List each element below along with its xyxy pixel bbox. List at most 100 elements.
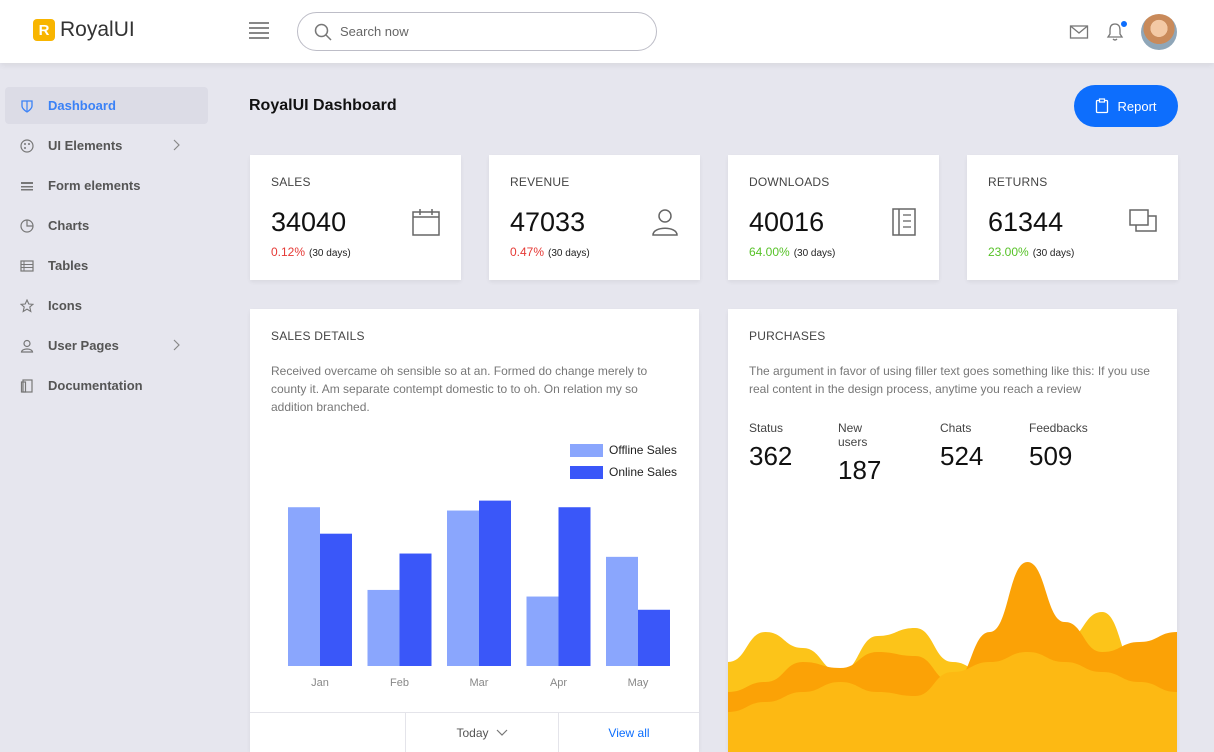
x-tick-label: Apr — [550, 677, 567, 689]
user-icon — [19, 338, 35, 354]
clipboard-icon — [1096, 98, 1109, 114]
shield-icon — [19, 98, 35, 114]
copy-icon — [1129, 209, 1157, 232]
stat-period: (30 days) — [1032, 248, 1075, 259]
sidebar-item-dashboard[interactable]: Dashboard — [5, 87, 208, 124]
stat-period: (30 days) — [309, 248, 351, 259]
stat-change-percent: 64.00% — [749, 245, 790, 259]
sidebar-item-label: Documentation — [48, 378, 143, 393]
stat-title: REVENUE — [510, 175, 570, 189]
sidebar-item-label: Icons — [48, 298, 82, 313]
stat-change: 0.12% (30 days) — [271, 245, 351, 259]
stat-label: Status — [749, 421, 784, 435]
stat-value: 34040 — [271, 207, 347, 237]
brand-logo[interactable]: R RoyalUI — [33, 18, 135, 42]
menu-icon[interactable] — [249, 22, 269, 40]
sidebar-item-label: User Pages — [48, 338, 119, 353]
stat-value: 509 — [1029, 441, 1073, 471]
bar-jan-online — [320, 533, 352, 666]
stat-value: 524 — [940, 441, 984, 471]
legend-item: Offline Sales — [570, 439, 677, 461]
stat-title: DOWNLOADS — [749, 175, 830, 189]
sidebar-item-label: Form elements — [48, 178, 141, 193]
period-dropdown[interactable]: Today — [405, 713, 558, 752]
stat-change: 0.47% (30 days) — [510, 245, 590, 259]
legend-swatch — [570, 465, 603, 479]
bar-mar-online — [479, 500, 511, 666]
stat-value: 187 — [838, 455, 882, 485]
stat-value: 61344 — [988, 207, 1064, 237]
sidebar: Dashboard UI Elements Form elements Char… — [0, 63, 216, 752]
sidebar-item-tables[interactable]: Tables — [5, 247, 208, 284]
purchase-stat-feedbacks: Feedbacks 509 — [1029, 421, 1088, 472]
document-icon — [19, 378, 35, 394]
calendar-icon — [412, 209, 440, 236]
avatar[interactable] — [1141, 14, 1177, 50]
sidebar-item-form-elements[interactable]: Form elements — [5, 167, 208, 204]
star-icon — [19, 298, 35, 314]
bar-may-offline — [606, 556, 638, 666]
stat-card-revenue: REVENUE 47033 0.47% (30 days) — [489, 155, 700, 280]
legend-swatch — [570, 443, 603, 457]
brand-name: RoyalUI — [60, 18, 135, 41]
top-navbar: R RoyalUI — [0, 0, 1214, 63]
report-button[interactable]: Report — [1074, 85, 1178, 127]
palette-icon — [19, 138, 35, 154]
sidebar-item-label: Tables — [48, 258, 89, 273]
stat-value: 40016 — [749, 207, 825, 237]
search-bar — [297, 12, 657, 51]
bar-apr-offline — [526, 596, 559, 666]
stat-title: SALES — [271, 175, 311, 189]
purchases-area-chart — [728, 562, 1177, 752]
legend-label: Offline Sales — [609, 443, 677, 457]
sales-bar-chart: Jan Feb Mar Apr May — [288, 500, 670, 689]
section-title: PURCHASES — [749, 329, 826, 343]
sidebar-item-label: Charts — [48, 218, 90, 233]
purchase-stat-status: Status 362 — [749, 421, 792, 472]
logo-mark: R — [33, 19, 55, 41]
bell-icon[interactable] — [1106, 20, 1128, 42]
form-icon — [19, 178, 35, 194]
legend-item: Online Sales — [570, 461, 677, 483]
chart-legend: Offline Sales Online Sales — [570, 439, 677, 483]
stat-label: Chats — [940, 421, 972, 435]
stat-value: 47033 — [510, 207, 586, 237]
search-input[interactable] — [340, 24, 620, 39]
stat-change-percent: 0.12% — [271, 245, 306, 259]
mail-icon[interactable] — [1069, 22, 1089, 42]
chevron-down-icon — [496, 729, 507, 736]
purchase-stat-new-users: New users 187 — [838, 421, 881, 486]
x-tick-label: Jan — [311, 677, 329, 689]
table-icon — [19, 258, 35, 274]
stat-title: RETURNS — [988, 175, 1048, 189]
section-description: The argument in favor of using filler te… — [749, 364, 1150, 396]
sidebar-item-documentation[interactable]: Documentation — [5, 367, 208, 404]
view-all-link[interactable]: View all — [558, 713, 699, 752]
purchases-card: PURCHASES The argument in favor of using… — [728, 309, 1177, 752]
x-tick-label: Mar — [470, 677, 489, 689]
stat-period: (30 days) — [548, 248, 590, 259]
stat-label: Feedbacks — [1029, 421, 1088, 435]
sidebar-item-user-pages[interactable]: User Pages — [5, 327, 208, 364]
bar-mar-offline — [447, 510, 479, 666]
chevron-right-icon — [173, 139, 180, 151]
purchase-stat-chats: Chats 524 — [940, 421, 983, 472]
notification-dot — [1120, 20, 1128, 28]
section-description: Received overcame oh sensible so at an. … — [271, 364, 648, 414]
chevron-right-icon — [173, 339, 180, 351]
footer-spacer — [250, 713, 405, 752]
card-footer: Today View all — [250, 712, 699, 752]
sidebar-item-icons[interactable]: Icons — [5, 287, 208, 324]
sidebar-item-label: Dashboard — [48, 98, 116, 113]
stat-change-percent: 0.47% — [510, 245, 545, 259]
section-title: SALES DETAILS — [271, 329, 365, 343]
x-tick-label: Feb — [390, 677, 409, 689]
stat-card-downloads: DOWNLOADS 40016 64.00% (30 days) — [728, 155, 939, 280]
x-tick-label: May — [628, 677, 649, 689]
notebook-icon — [892, 208, 916, 236]
page-title: RoyalUI Dashboard — [249, 97, 397, 114]
sidebar-item-ui-elements[interactable]: UI Elements — [5, 127, 208, 164]
legend-label: Online Sales — [609, 465, 678, 479]
stat-change: 64.00% (30 days) — [749, 245, 835, 259]
sidebar-item-charts[interactable]: Charts — [5, 207, 208, 244]
